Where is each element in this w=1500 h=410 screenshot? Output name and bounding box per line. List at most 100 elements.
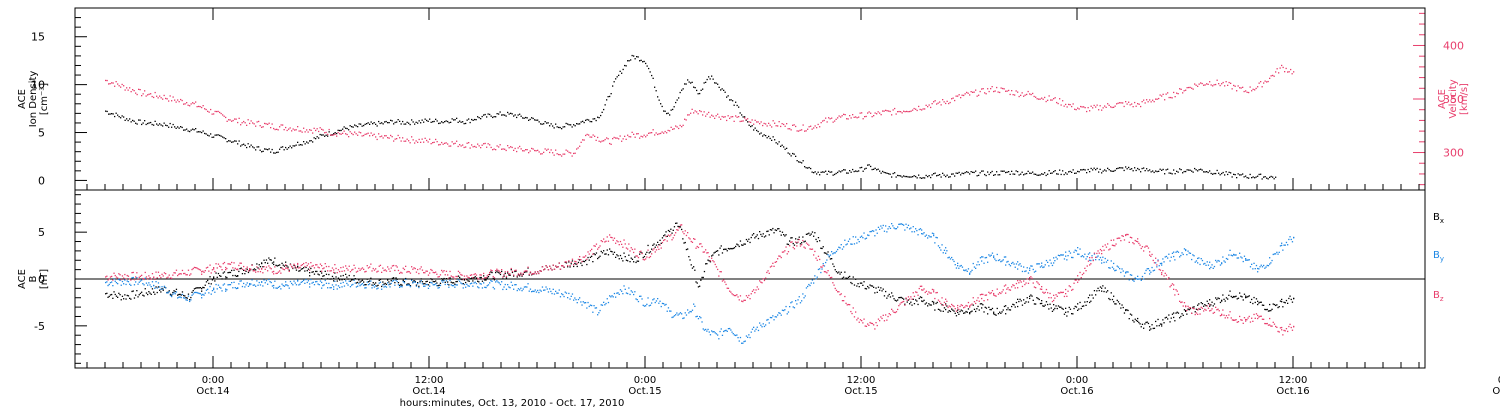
density-point (139, 119, 141, 121)
Bz-point (765, 277, 767, 279)
Bx-point (1002, 309, 1004, 311)
velocity-point (805, 130, 807, 132)
Bx-point (911, 304, 913, 306)
Bz-point (1073, 282, 1075, 284)
density-point (556, 126, 558, 128)
Bx-point (497, 271, 499, 273)
legend-label-main: B (1433, 290, 1440, 301)
density-point (459, 120, 461, 122)
Bz-point (1128, 241, 1130, 243)
density-point (639, 60, 641, 62)
By-point (241, 285, 244, 288)
density-point (118, 116, 120, 118)
velocity-point (519, 145, 521, 148)
velocity-point (525, 149, 527, 151)
density-point (690, 82, 692, 84)
velocity-point (1182, 92, 1184, 94)
Bx-point (105, 293, 107, 295)
velocity-point (727, 115, 729, 117)
density-point (217, 134, 219, 136)
By-point (899, 223, 901, 225)
velocity-point (1240, 87, 1242, 89)
velocity-point (316, 128, 318, 130)
velocity-point (249, 122, 251, 125)
velocity-point (210, 108, 212, 111)
density-point (696, 89, 698, 92)
Bz-point (1132, 242, 1134, 244)
velocity-point (618, 138, 620, 140)
Bz-point (154, 278, 156, 280)
By-point (599, 309, 601, 312)
By-point (889, 227, 892, 229)
Bx-point (667, 229, 670, 232)
By-point (633, 293, 635, 296)
Bx-point (1186, 313, 1188, 315)
Bz-point (840, 293, 842, 295)
By-point (282, 284, 284, 287)
Bz-point (143, 278, 145, 281)
Bx-point (1092, 297, 1094, 299)
density-point (1272, 176, 1274, 178)
Bz-point (1209, 310, 1211, 312)
density-point (241, 144, 243, 146)
Bx-point (378, 279, 380, 281)
Bz-point (561, 265, 563, 267)
density-point (211, 136, 213, 138)
density-point (490, 115, 492, 117)
density-point (1053, 171, 1055, 173)
Bx-point (1147, 322, 1150, 325)
Bz-point (505, 275, 508, 278)
density-point (1023, 174, 1025, 176)
Bz-point (417, 268, 419, 271)
density-point (939, 174, 941, 176)
density-point (801, 162, 803, 164)
Bx-point (993, 313, 995, 315)
Bx-point (136, 290, 138, 292)
Bz-point (1145, 245, 1147, 247)
Bx-point (187, 293, 190, 295)
density-point (145, 123, 147, 126)
velocity-point (1150, 101, 1152, 103)
velocity-point (807, 128, 809, 130)
velocity-point (183, 103, 185, 105)
Bx-point (695, 281, 697, 283)
velocity-point (708, 111, 710, 114)
By-point (1018, 264, 1020, 266)
By-point (499, 283, 502, 286)
density-point (868, 164, 870, 166)
velocity-point (1225, 81, 1227, 83)
density-point (1233, 173, 1235, 175)
Bx-point (474, 276, 476, 278)
velocity-point (655, 132, 657, 134)
By-point (720, 328, 722, 330)
velocity-point (1218, 83, 1220, 85)
Bz-point (869, 321, 871, 324)
By-point (481, 287, 484, 289)
Bz-point (455, 275, 457, 278)
Bx-point (191, 291, 193, 293)
velocity-point (754, 119, 756, 121)
Bz-point (355, 271, 358, 273)
density-point (507, 111, 509, 114)
Bz-point (828, 274, 830, 277)
velocity-point (985, 93, 987, 95)
By-point (126, 280, 128, 282)
velocity-point (1185, 89, 1187, 91)
By-point (595, 307, 598, 309)
Bx-point (1013, 304, 1015, 306)
density-point (339, 129, 341, 132)
By-point (929, 236, 931, 238)
velocity-point (546, 149, 548, 151)
density-point (1210, 172, 1212, 175)
Bx-point (864, 287, 866, 290)
Bz-point (565, 261, 568, 263)
Bz-point (1183, 302, 1186, 304)
velocity-point (339, 133, 341, 135)
velocity-point (582, 139, 584, 141)
Bz-point (180, 273, 182, 275)
Bx-point (958, 313, 960, 315)
Bx-point (1032, 299, 1034, 301)
density-point (675, 101, 677, 104)
density-point (750, 125, 752, 128)
By-point (725, 329, 727, 331)
